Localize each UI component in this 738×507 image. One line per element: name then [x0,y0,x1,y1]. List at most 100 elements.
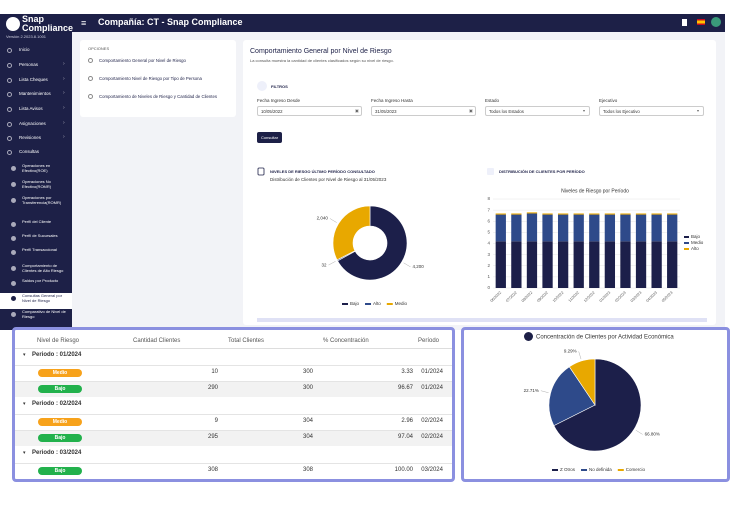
avatar[interactable] [711,17,721,27]
submenu-item[interactable]: Perfil Transaccional [22,247,57,252]
group-label[interactable]: Periodo : 03/2024 [32,450,82,456]
bar-segment [635,214,647,242]
submenu-item[interactable]: Saldos por Producto [22,278,59,283]
value-label: 22.71% [524,388,539,393]
risk-badge: Medio [38,369,82,377]
label-leader [578,351,582,360]
field-label: Estado [485,98,500,103]
row-rule [15,463,452,464]
slice [548,366,596,426]
slice [553,358,642,452]
doc-icon[interactable] [682,19,687,26]
field-label: Ejecutivo [599,98,618,103]
bar-segment [589,214,600,242]
submenu-item[interactable]: Operaciones en Efectivo(ROE) [22,163,51,173]
chart-title: DISTRIBUCIÓN DE CLIENTES POR PERÍODO [499,169,585,174]
option-item[interactable]: Comportamiento Nivel de Riesgo por Tipo … [99,76,202,81]
option-item[interactable]: Comportamiento General por Nivel de Ries… [99,58,186,63]
option-icon [88,58,93,63]
x-tick-label: 06/2022 [490,291,503,304]
x-tick-label: 11/2022 [568,291,580,303]
menu-icon [7,63,12,68]
x-tick-label: 03/2023 [630,291,643,304]
table-header: Total Clientes [228,338,265,344]
submenu-item[interactable]: Operaciones por Transferencia(ROMR) [22,195,62,205]
option-item[interactable]: Comportamiento de Niveles de Riesgo y Ca… [99,94,217,99]
menu-icon [7,107,12,112]
menu-item[interactable]: Inicio [19,47,30,52]
menu-item[interactable]: Personas [19,62,39,67]
label-leader [403,262,411,268]
group-label[interactable]: Periodo : 01/2024 [32,352,82,358]
field-input[interactable]: 31/05/2023 [371,106,476,116]
x-tick-label: 12/2022 [583,291,596,304]
legend-swatch [684,248,689,250]
field-input[interactable]: Todos los Estados [485,106,590,116]
bar-segment [557,214,569,242]
value-label: 2,040 [317,216,329,221]
menu-item[interactable]: Revisiones [19,135,42,140]
menu-item[interactable]: Lista Cheques [19,77,48,82]
submenu-item[interactable]: Consultas General por Nivel de Riesgo [22,293,63,303]
table-cell: 3.33 [401,369,413,375]
legend-label: Medio [691,240,704,245]
x-tick-label: 08/2022 [521,291,534,304]
menu-icon [7,150,12,155]
label-leader [635,430,643,435]
y-tick-label: 3 [487,252,490,257]
table-cell: 290 [207,385,218,391]
submenu-item[interactable]: Perfil del Cliente [22,219,52,224]
option-icon [88,94,93,99]
legend-label: Alto [691,246,699,251]
submenu-icon [11,166,16,171]
menu-toggle[interactable]: ≡ [81,18,87,28]
header-rule [15,348,452,349]
field-input[interactable]: 10/05/2022 [257,106,362,116]
chevron: › [63,61,65,67]
field-end-icon: ▾ [697,108,700,113]
group-caret: ▾ [23,450,26,456]
row-rule [15,430,452,431]
y-tick-label: 7 [487,207,490,212]
menu-item[interactable]: Asignaciones [19,121,46,126]
menu-item[interactable]: Consultas [19,149,40,154]
row-rule [15,381,452,382]
bar-segment [635,213,647,215]
value-label: 4,200 [412,264,424,269]
chevron: › [63,105,65,111]
menu-icon [7,136,12,141]
submenu-item[interactable]: Comparativo de Nivel de Riesgo [22,309,66,319]
legend-swatch [342,303,348,305]
chart-subtitle: Distribución de Clientes por Nivel de Ri… [270,177,387,182]
main-title: Comportamiento General por Nivel de Ries… [250,48,392,55]
menu-item[interactable]: Lista Avisos [19,106,43,111]
group-label[interactable]: Periodo : 02/2024 [32,401,82,407]
bar-segment [526,213,538,242]
label-leader [328,261,336,266]
menu-icon [7,48,12,53]
y-tick-label: 1 [487,274,490,279]
submenu-item[interactable]: Perfil de Sucursales [22,233,58,238]
bar-segment [651,213,662,215]
table-header: Nivel de Riesgo [37,338,80,344]
table-header: Cantidad Clientes [133,338,181,344]
table-cell: 304 [302,418,313,424]
bar-segment [557,213,569,215]
consultar-button[interactable]: Consultar [257,132,282,143]
y-tick-label: 6 [487,218,490,223]
submenu-icon [11,222,16,227]
table-cell: 300 [302,369,313,375]
flag-icon[interactable] [697,19,705,25]
menu-item[interactable]: Mantenimientos [19,91,51,96]
field-input[interactable]: Todos los Ejecutivo [599,106,704,116]
chart-subtitle: Niveles de Riesgo por Período [561,188,629,194]
submenu-item[interactable]: Comportamiento de Clientes de Alto Riesg… [22,263,64,273]
bar-segment [573,241,584,288]
bar-segment [526,241,538,288]
slice [337,205,408,281]
bar-segment [635,241,647,288]
bar-segment [667,241,678,288]
brand: Snap Compliance [22,14,74,33]
submenu-item[interactable]: Operaciones No Efectivo(ROMR) [22,179,52,189]
